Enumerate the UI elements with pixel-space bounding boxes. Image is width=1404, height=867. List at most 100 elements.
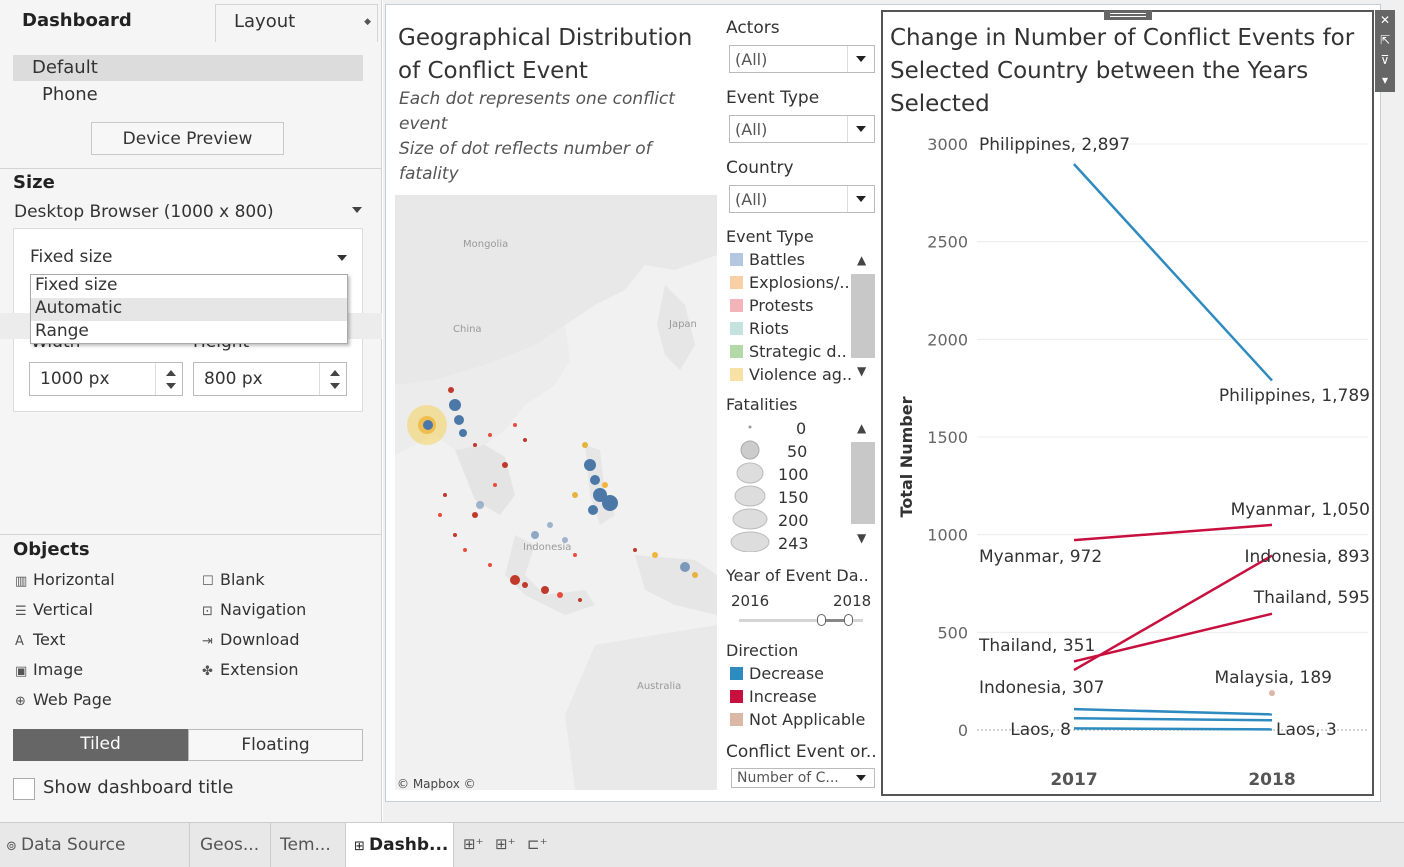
chevron-up-icon[interactable]: ▲ [857,421,867,435]
conflict-map[interactable]: Mongolia China Japan Indonesia Australia [395,195,717,790]
object-label: Web Page [33,690,112,709]
x-tick-label: 2017 [1050,770,1097,790]
scroll-thumb[interactable] [851,442,875,524]
object-blank[interactable]: ☐ Blank [202,570,265,589]
tab-dashboard-sheet[interactable]: ⊞ Dashb... [346,823,454,867]
fatality-size-label: 50 [787,442,808,461]
device-default[interactable]: Default [13,55,363,81]
object-download[interactable]: ⇥ Download [202,630,300,649]
dashboard-pane: Dashboard Layout ◆ Default Phone Device P… [0,0,382,822]
tab-data-source[interactable]: ⊚ Data Source [0,823,190,867]
tab-tem[interactable]: Tem... [271,823,346,867]
chevron-down-icon[interactable] [337,255,347,261]
object-web-page[interactable]: ⊕ Web Page [15,690,112,709]
country-filter[interactable]: (All) [729,185,875,213]
size-option-range[interactable]: Range [35,321,89,341]
legend-label: Violence ag.. [749,365,853,384]
device-phone[interactable]: Phone [42,84,98,105]
data-label: Indonesia, 893 [1245,547,1370,567]
object-label: Download [220,630,300,649]
y-tick-label: 2000 [927,330,968,349]
size-option-automatic[interactable]: Automatic [31,298,347,321]
year-slider-track[interactable] [739,619,863,622]
y-tick-label: 3000 [927,135,968,154]
floating-button[interactable]: Floating [188,729,363,761]
navigation-icon: ⊡ [202,604,213,619]
map-dots [407,387,698,602]
go-to-sheet-icon[interactable]: ⇱ [1379,33,1391,47]
size-select[interactable]: Desktop Browser (1000 x 800) [14,202,274,222]
width-value: 1000 px [40,369,110,389]
drag-handle[interactable] [1104,10,1152,20]
year-slider-handle-max[interactable] [844,614,853,626]
line-chart-container[interactable] [881,10,1374,796]
event-type-filter[interactable]: (All) [729,115,875,143]
divider [0,534,382,535]
actors-filter[interactable]: (All) [729,45,875,73]
increment-icon[interactable] [330,370,340,376]
filter-icon[interactable]: ⊽ [1380,53,1390,67]
updown-icon: ◆ [364,17,371,27]
chevron-down-icon[interactable]: ▼ [857,531,867,545]
chevron-down-icon [856,196,866,202]
legend-item-not-applicable[interactable]: Not Applicable [730,710,865,730]
conflict-event-param[interactable]: Number of C... [731,768,875,788]
legend-item-battles[interactable]: Battles [730,250,805,270]
event-type-legend-title: Event Type [726,227,814,246]
y-tick-label: 500 [937,623,968,642]
chart-grid [977,143,1368,731]
legend-item-increase[interactable]: Increase [730,687,817,707]
legend-label: Battles [749,250,805,269]
show-title-label: Show dashboard title [43,777,234,798]
tiled-button[interactable]: Tiled [13,729,188,761]
tab-layout[interactable]: Layout ◆ [215,4,378,42]
data-label: Thailand, 595 [1253,588,1370,608]
new-story-icon[interactable]: ⊏⁺ [527,835,548,853]
fatality-size-label: 100 [778,465,809,484]
map-label-japan: Japan [668,319,697,330]
chevron-down-icon[interactable]: ▼ [857,364,867,378]
line-chart[interactable]: 0 500 1000 1500 2000 2500 3000 Philippines, 2,… [883,12,1372,794]
map-subtitle-line: Each dot represents one conflict event [399,89,675,134]
show-title-checkbox[interactable] [13,778,35,800]
chevron-down-icon[interactable] [352,207,362,213]
size-option-fixed[interactable]: Fixed size [35,275,118,295]
increment-icon[interactable] [166,370,176,376]
legend-item-strategic[interactable]: Strategic d.. [730,342,847,362]
year-slider-handle-min[interactable] [817,614,826,626]
scroll-thumb[interactable] [851,274,875,358]
object-image[interactable]: ▣ Image [15,660,83,679]
new-dashboard-icon[interactable]: ⊞⁺ [495,835,516,853]
width-field[interactable]: 1000 px [29,362,183,396]
dashboard-icon: ⊞ [354,839,370,854]
legend-item-violence[interactable]: Violence ag.. [730,365,852,385]
legend-item-explosions[interactable]: Explosions/.. [730,273,850,293]
legend-item-decrease[interactable]: Decrease [730,664,824,684]
legend-item-protests[interactable]: Protests [730,296,813,316]
tab-dashboard[interactable]: Dashboard [0,0,215,42]
object-vertical[interactable]: ☰ Vertical [15,600,93,619]
fatalities-legend-scrollbar[interactable]: ▲ ▼ [851,418,875,552]
year-max-label: 2018 [833,592,872,610]
size-mode-select[interactable]: Fixed size [30,247,113,267]
more-options-icon[interactable]: ▾ [1381,73,1389,87]
object-navigation[interactable]: ⊡ Navigation [202,600,306,619]
map-attribution[interactable]: © Mapbox © [397,777,476,791]
object-text[interactable]: A Text [15,630,65,649]
x-tick-label: 2018 [1248,770,1295,790]
close-icon[interactable]: ✕ [1379,13,1391,27]
object-horizontal[interactable]: ▥ Horizontal [15,570,115,589]
height-field[interactable]: 800 px [193,362,347,396]
tab-geos[interactable]: Geos... [190,823,271,867]
object-extension[interactable]: ✤ Extension [202,660,299,679]
chevron-up-icon[interactable]: ▲ [857,253,867,267]
object-label: Image [33,660,84,679]
decrement-icon[interactable] [166,383,176,389]
series-line [1073,717,1273,722]
series-line [1073,163,1273,382]
decrement-icon[interactable] [330,383,340,389]
device-preview-button[interactable]: Device Preview [91,122,284,155]
event-type-legend-scrollbar[interactable]: ▲ ▼ [851,250,875,385]
legend-item-riots[interactable]: Riots [730,319,789,339]
new-worksheet-icon[interactable]: ⊞⁺ [463,835,484,853]
